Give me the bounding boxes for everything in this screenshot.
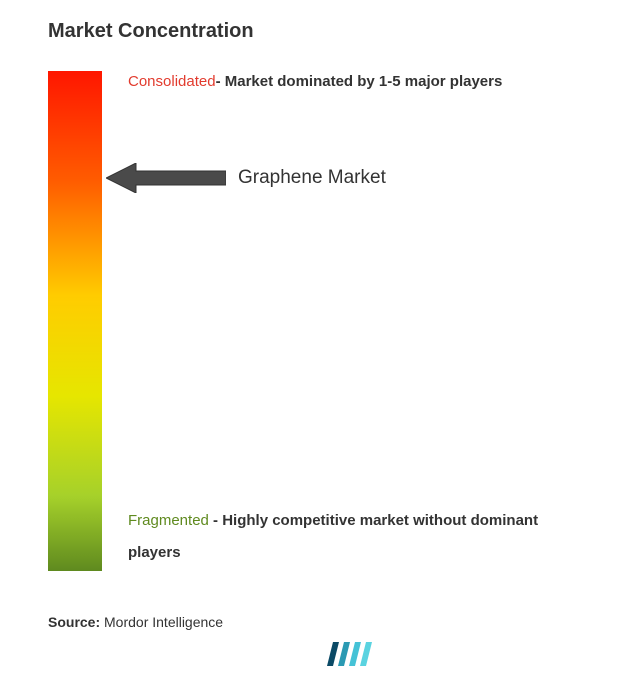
concentration-gradient-bar xyxy=(48,71,102,571)
arrow-left-icon xyxy=(106,163,226,193)
logo-bar xyxy=(327,642,339,666)
logo-bar xyxy=(349,642,361,666)
chart-title: Market Concentration xyxy=(48,20,579,43)
chart-area: Consolidated - Market dominated by 1-5 m… xyxy=(48,71,579,571)
logo-bars xyxy=(327,642,372,666)
mordor-logo-icon xyxy=(327,642,373,666)
market-pointer: Graphene Market xyxy=(106,163,386,193)
source-value: Mordor Intelligence xyxy=(104,614,223,630)
logo-bar xyxy=(360,642,372,666)
consolidated-label-row: Consolidated - Market dominated by 1-5 m… xyxy=(128,73,502,90)
fragmented-label-row: Fragmented - Highly competitive market w… xyxy=(128,505,579,568)
logo-bar xyxy=(338,642,350,666)
arrow-shape xyxy=(106,163,226,193)
consolidated-desc: - Market dominated by 1-5 major players xyxy=(216,73,503,90)
fragmented-label: Fragmented xyxy=(128,512,209,529)
source-key: Source: xyxy=(48,614,104,630)
source-line: Source: Mordor Intelligence xyxy=(48,614,223,630)
market-name: Graphene Market xyxy=(238,167,386,189)
consolidated-label: Consolidated xyxy=(128,73,216,90)
